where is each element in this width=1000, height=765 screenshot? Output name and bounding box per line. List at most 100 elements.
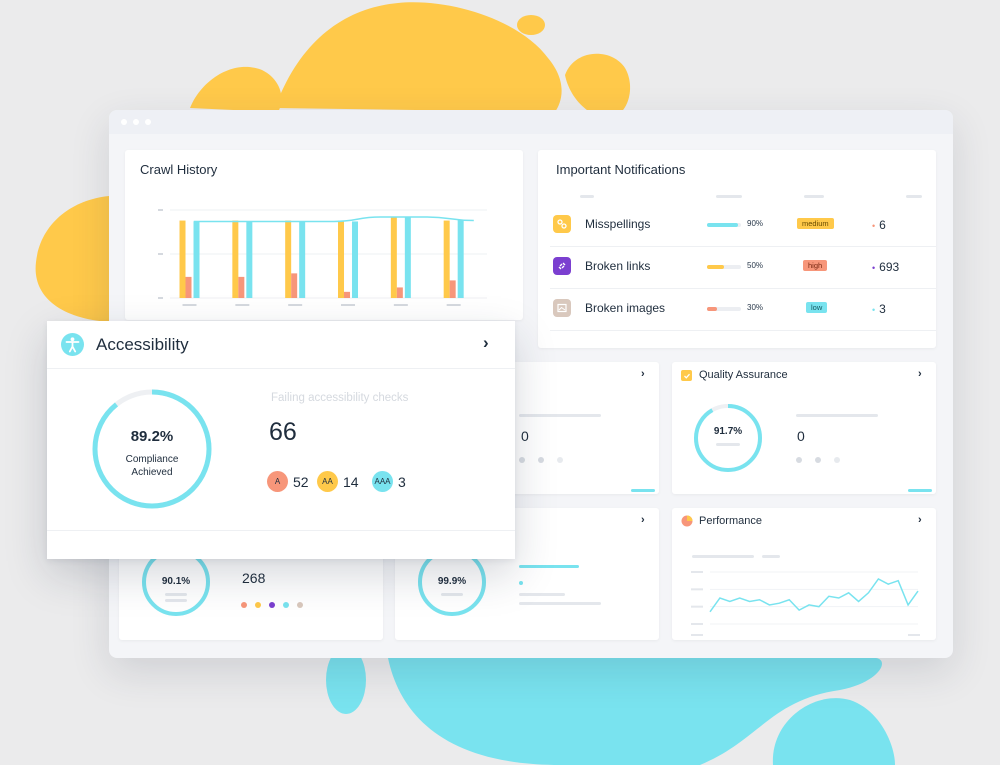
label-placeholder <box>796 414 878 417</box>
header-divider <box>47 368 515 369</box>
crawl-history-card: Crawl History <box>125 150 523 320</box>
performance-card[interactable]: Performance › <box>672 508 936 640</box>
chevron-right-icon[interactable]: › <box>918 514 922 526</box>
performance-title: Performance <box>699 515 762 527</box>
bar <box>338 220 345 298</box>
bar <box>185 276 192 298</box>
bar <box>352 221 359 298</box>
quality-assurance-title: Quality Assurance <box>699 369 788 381</box>
level-aaa[interactable]: AAA 3 <box>372 471 406 492</box>
x-tick-placeholder <box>691 634 703 636</box>
level-a[interactable]: A 52 <box>267 471 309 492</box>
bar <box>232 220 239 298</box>
bar <box>390 217 397 298</box>
performance-line <box>709 577 919 613</box>
pie-chart-icon <box>681 515 693 527</box>
window-control-dot[interactable] <box>121 119 127 125</box>
notifications-card: Important Notifications Misspellings 90%… <box>538 150 936 348</box>
level-aa-count: 14 <box>343 473 359 490</box>
x-tick-placeholder <box>446 304 461 306</box>
bar <box>285 220 292 298</box>
bar <box>457 219 464 298</box>
status-dot <box>834 457 840 463</box>
label-placeholder <box>519 593 565 596</box>
metric-value: 0 <box>521 428 529 444</box>
status-dot <box>796 457 802 463</box>
bar <box>291 273 298 298</box>
progress-fill <box>707 265 724 269</box>
progress-bar <box>707 265 741 269</box>
compliance-caption: Achieved <box>131 467 173 478</box>
quality-assurance-card[interactable]: Quality Assurance › 91.7% 0 <box>672 362 936 494</box>
level-aaa-badge: AAA <box>372 471 393 492</box>
chevron-right-icon[interactable]: › <box>641 368 645 380</box>
progress-fill <box>707 223 738 227</box>
window-titlebar <box>109 110 953 134</box>
chevron-right-icon[interactable]: › <box>483 333 489 352</box>
compliance-caption: Compliance <box>125 454 179 465</box>
x-tick-placeholder <box>341 304 356 306</box>
column-header-placeholder <box>804 195 824 198</box>
performance-chart <box>691 571 920 636</box>
status-dot <box>283 602 289 608</box>
status-dot <box>297 602 303 608</box>
quality-score-ring <box>694 404 762 472</box>
label-placeholder <box>762 555 780 558</box>
progress-fill <box>707 307 718 311</box>
x-tick-placeholder <box>393 304 408 306</box>
chevron-right-icon[interactable]: › <box>918 368 922 380</box>
bar <box>193 221 200 298</box>
progress-bar <box>707 307 741 311</box>
issue-count-value: 6 <box>879 218 886 232</box>
severity-badge: medium <box>797 218 834 229</box>
issue-count: • 693 <box>872 260 900 274</box>
y-tick-placeholder <box>691 571 703 573</box>
notification-label: Misspellings <box>585 217 651 231</box>
window-control-dot[interactable] <box>133 119 139 125</box>
chevron-right-icon[interactable]: › <box>641 514 645 526</box>
severity-badge: low <box>806 302 828 313</box>
metric-value: 0 <box>797 428 805 444</box>
status-dot <box>241 602 247 608</box>
level-aaa-count: 3 <box>398 473 406 490</box>
broken-link-icon <box>553 257 571 275</box>
status-dot <box>255 602 261 608</box>
accessibility-title: Accessibility <box>96 335 189 354</box>
label-placeholder <box>692 555 754 558</box>
failing-checks-label: Failing accessibility checks <box>271 392 409 404</box>
severity-badge: high <box>803 260 828 271</box>
accessibility-card[interactable]: Accessibility › 89.2% Compliance Achieve… <box>47 321 515 559</box>
x-tick-placeholder <box>235 304 250 306</box>
score-value: 99.9% <box>437 576 467 587</box>
bar <box>299 221 306 298</box>
y-tick-placeholder <box>158 209 163 211</box>
issue-count: • 3 <box>872 302 886 316</box>
notification-label: Broken images <box>585 301 666 315</box>
compliance-ring <box>92 389 212 509</box>
bar <box>344 291 351 298</box>
label-placeholder <box>519 414 601 417</box>
notification-row-misspellings[interactable]: Misspellings 90% medium • 6 <box>550 204 936 247</box>
bar <box>238 276 245 298</box>
progress-bar <box>707 223 741 227</box>
status-dot <box>815 457 821 463</box>
window-control-dot[interactable] <box>145 119 151 125</box>
y-tick-placeholder <box>158 297 163 299</box>
misspelling-icon <box>553 215 571 233</box>
level-aa[interactable]: AA 14 <box>317 471 359 492</box>
notification-row-broken-links[interactable]: Broken links 50% high • 693 <box>550 246 936 289</box>
level-a-count: 52 <box>293 473 309 490</box>
issue-count: • 6 <box>872 218 886 232</box>
label-placeholder <box>165 599 187 602</box>
column-header-placeholder <box>580 195 594 198</box>
column-header-placeholder <box>716 195 742 198</box>
y-tick-placeholder <box>691 588 703 591</box>
bar <box>179 220 186 298</box>
accent-underline <box>631 489 655 492</box>
notification-row-broken-images[interactable]: Broken images 30% low • 3 <box>550 288 936 331</box>
status-dot <box>519 581 523 585</box>
x-tick-placeholder <box>908 634 920 636</box>
y-tick-placeholder <box>691 623 703 625</box>
status-dot <box>538 457 544 463</box>
